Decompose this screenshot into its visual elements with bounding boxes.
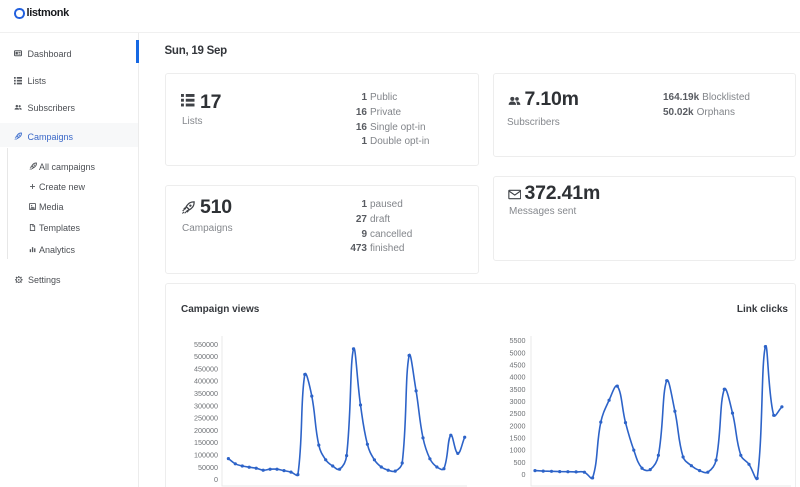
svg-text:2500: 2500 [510,409,526,418]
svg-text:4500: 4500 [510,361,526,370]
svg-text:3000: 3000 [510,397,526,406]
svg-text:500000: 500000 [194,352,218,361]
svg-text:300000: 300000 [194,401,218,410]
svg-text:0: 0 [214,475,218,484]
svg-text:250000: 250000 [194,414,218,423]
svg-text:5000: 5000 [510,348,526,357]
svg-text:200000: 200000 [194,426,218,435]
svg-text:450000: 450000 [194,364,218,373]
svg-text:0: 0 [522,470,526,479]
svg-text:50000: 50000 [198,463,218,472]
svg-text:150000: 150000 [194,438,218,447]
svg-text:5500: 5500 [510,336,526,345]
svg-text:1000: 1000 [510,446,526,455]
svg-text:1500: 1500 [510,434,526,443]
svg-text:4000: 4000 [510,373,526,382]
svg-text:500: 500 [514,458,526,467]
svg-text:100000: 100000 [194,451,218,460]
svg-text:2000: 2000 [510,421,526,430]
svg-text:350000: 350000 [194,389,218,398]
svg-text:3500: 3500 [510,385,526,394]
svg-text:400000: 400000 [194,377,218,386]
svg-text:550000: 550000 [194,340,218,349]
